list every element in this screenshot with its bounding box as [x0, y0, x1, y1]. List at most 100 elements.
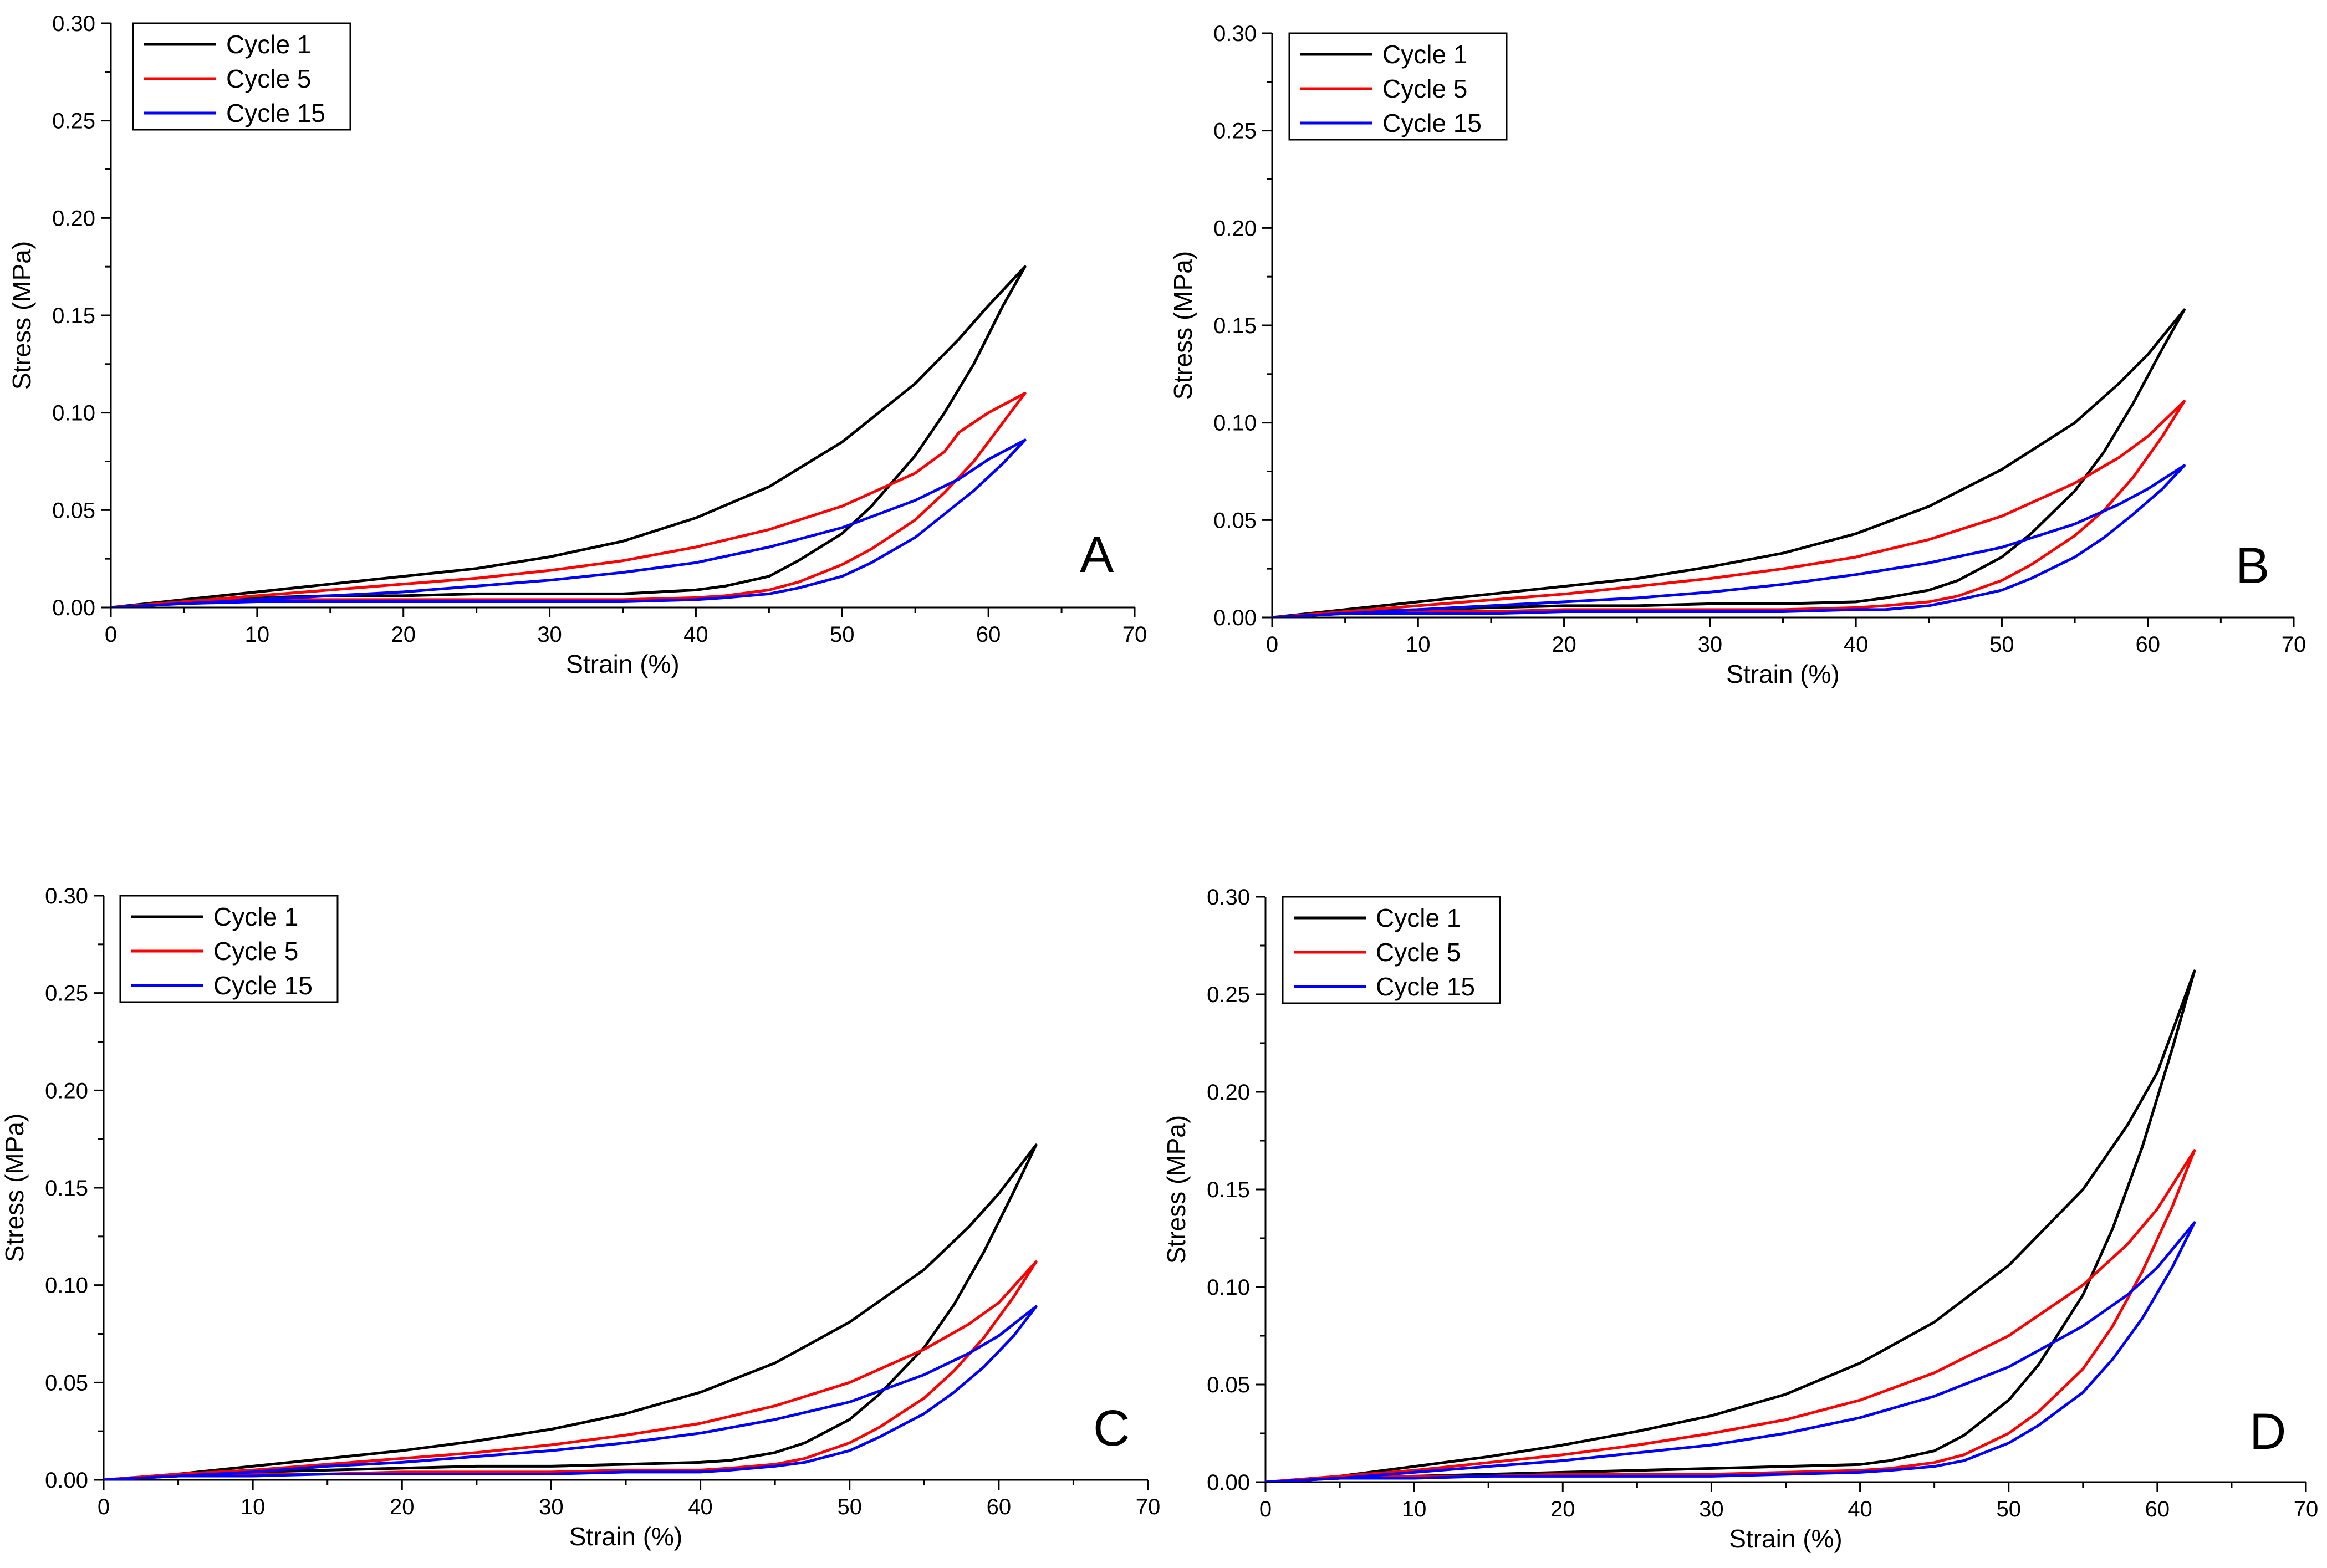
x-tick-label: 50 [1996, 1497, 2021, 1521]
x-tick-label: 20 [1550, 1497, 1575, 1521]
panel-label: A [1080, 527, 1114, 583]
x-axis-title: Strain (%) [1729, 1524, 1842, 1553]
x-tick-label: 0 [1266, 632, 1278, 657]
x-tick-label: 60 [976, 622, 1001, 647]
legend: Cycle 1 Cycle 5 Cycle 15 [132, 22, 351, 131]
y-tick-label: 0.25 [1207, 983, 1250, 1007]
y-tick-label: 0.25 [52, 109, 95, 134]
x-tick-label: 60 [2145, 1497, 2170, 1521]
legend: Cycle 1 Cycle 5 Cycle 15 [119, 895, 339, 1003]
y-tick-label: 0.30 [1207, 885, 1250, 910]
y-tick-label: 0.10 [45, 1274, 88, 1298]
series-line-cycle-5 [111, 392, 1027, 607]
x-tick-label: 30 [537, 622, 562, 647]
series-group [1272, 308, 2186, 617]
panel-a: 0 10 20 30 40 50 60 70 0.00 0.05 0.10 0.15 0.20 0.25 0… [7, 12, 1147, 678]
y-tick-label: 0.20 [52, 206, 95, 231]
y-tick-label: 0.05 [52, 498, 95, 523]
y-axis-title: Stress (MPa) [0, 1114, 29, 1262]
x-tick-label: 0 [105, 622, 117, 647]
series-line-cycle-15 [111, 438, 1027, 607]
legend-label: Cycle 1 [226, 30, 311, 59]
x-tick-label: 30 [1699, 1497, 1724, 1521]
y-tick-label: 0.00 [45, 1468, 88, 1493]
x-axis-title: Strain (%) [569, 1522, 682, 1551]
legend-label: Cycle 15 [1376, 972, 1475, 1001]
y-tick-label: 0.15 [1207, 1178, 1250, 1202]
legend-label: Cycle 5 [1376, 938, 1461, 967]
y-tick-label: 0.30 [52, 12, 95, 36]
y-tick-label: 0.00 [1207, 1470, 1250, 1495]
series-line-cycle-5 [104, 1260, 1038, 1480]
x-tick-label: 60 [2135, 632, 2160, 657]
panel-d: 0 10 20 30 40 50 60 70 0.00 0.05 0.10 0.15 0.20 0.25 0… [1162, 885, 2318, 1553]
x-tick-label: 0 [98, 1495, 110, 1519]
legend-label: Cycle 5 [226, 64, 311, 93]
series-group [104, 1143, 1038, 1480]
legend-label: Cycle 5 [1382, 74, 1467, 103]
x-axis-title: Strain (%) [566, 650, 679, 678]
panel-c: 0 10 20 30 40 50 60 70 0.00 0.05 0.10 0.15 0.20 0.25 0… [0, 884, 1160, 1551]
y-axis-title: Stress (MPa) [1162, 1115, 1191, 1264]
x-tick-label: 0 [1259, 1497, 1272, 1521]
x-tick-label: 50 [1989, 632, 2014, 657]
x-axis-title: Strain (%) [1726, 660, 1839, 688]
x-tick-label: 20 [1552, 632, 1576, 657]
panel-label: B [2236, 538, 2269, 594]
series-group [1265, 969, 2196, 1482]
y-tick-label: 0.25 [45, 982, 88, 1006]
y-tick-label: 0.25 [1213, 119, 1257, 144]
legend-label: Cycle 1 [1382, 40, 1467, 69]
y-tick-label: 0.20 [1207, 1080, 1250, 1105]
x-tick-label: 50 [830, 622, 855, 647]
x-tick-label: 20 [391, 622, 416, 647]
series-line-cycle-1 [111, 265, 1027, 607]
legend-label: Cycle 5 [213, 937, 298, 966]
x-tick-label: 20 [390, 1495, 415, 1519]
x-tick-label: 10 [1406, 632, 1431, 657]
series-line-cycle-5 [1265, 1149, 2196, 1482]
legend-label: Cycle 1 [213, 902, 298, 931]
legend-label: Cycle 15 [213, 971, 313, 1000]
y-axis-title: Stress (MPa) [1168, 251, 1197, 400]
x-tick-label: 30 [539, 1495, 564, 1519]
y-tick-label: 0.10 [52, 401, 95, 426]
series-line-cycle-5 [1272, 400, 2186, 617]
x-tick-label: 10 [1402, 1497, 1427, 1521]
x-tick-label: 40 [688, 1495, 713, 1519]
legend-label: Cycle 1 [1376, 903, 1461, 932]
x-tick-label: 70 [1136, 1495, 1161, 1519]
series-line-cycle-15 [1265, 1221, 2196, 1482]
legend-label: Cycle 15 [226, 99, 325, 127]
x-tick-label: 10 [245, 622, 270, 647]
y-tick-label: 0.05 [1207, 1373, 1250, 1397]
panel-b: 0 10 20 30 40 50 60 70 0.00 0.05 0.10 0.15 0.20 0.25 0… [1168, 22, 2306, 688]
legend-label: Cycle 15 [1382, 109, 1482, 137]
x-tick-label: 60 [987, 1495, 1012, 1519]
series-group [111, 265, 1027, 607]
x-tick-label: 70 [2294, 1497, 2319, 1521]
y-axis-title: Stress (MPa) [7, 241, 36, 390]
y-tick-label: 0.30 [45, 884, 88, 908]
y-tick-label: 0.15 [1213, 314, 1257, 338]
legend: Cycle 1 Cycle 5 Cycle 15 [1288, 32, 1508, 141]
series-line-cycle-15 [104, 1305, 1038, 1480]
panel-label: C [1093, 1400, 1130, 1457]
y-tick-label: 0.10 [1207, 1275, 1250, 1300]
y-tick-label: 0.10 [1213, 411, 1257, 436]
x-tick-label: 70 [2282, 632, 2306, 657]
y-tick-label: 0.00 [52, 596, 95, 620]
x-tick-label: 40 [683, 622, 708, 647]
x-tick-label: 50 [837, 1495, 862, 1519]
x-tick-label: 40 [1844, 632, 1869, 657]
x-tick-label: 30 [1698, 632, 1723, 657]
y-tick-label: 0.20 [45, 1079, 88, 1103]
x-tick-label: 70 [1122, 622, 1147, 647]
series-line-cycle-15 [1272, 464, 2186, 617]
x-tick-label: 10 [241, 1495, 266, 1519]
y-tick-label: 0.30 [1213, 22, 1257, 46]
y-tick-label: 0.05 [1213, 508, 1257, 533]
series-line-cycle-1 [1265, 969, 2196, 1482]
